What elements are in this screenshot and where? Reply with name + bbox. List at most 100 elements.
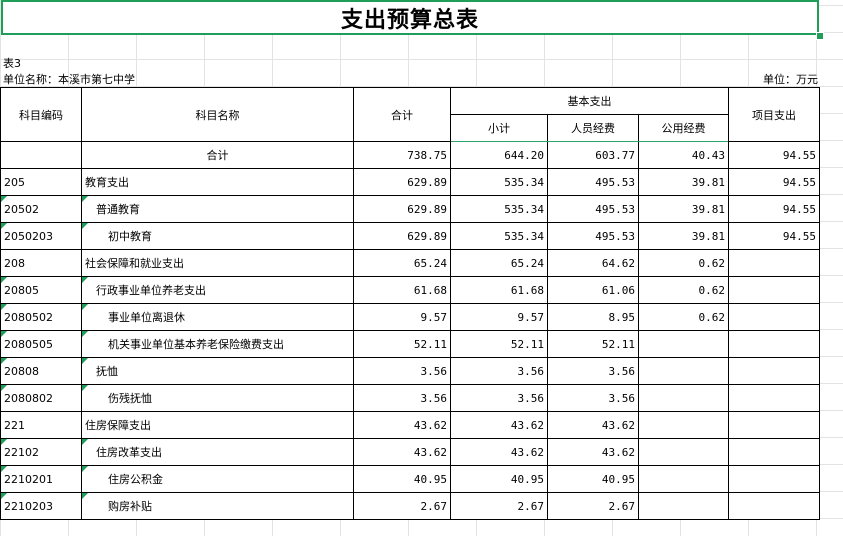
cell-personnel[interactable]: 603.77 — [547, 141, 639, 169]
cell-total[interactable]: 629.89 — [353, 168, 451, 196]
cell-public[interactable] — [638, 465, 729, 493]
cell-code[interactable]: 2080502 — [0, 303, 82, 331]
cell-subtotal[interactable]: 3.56 — [450, 357, 548, 385]
cell-personnel[interactable]: 40.95 — [547, 465, 639, 493]
cell-name[interactable]: 社会保障和就业支出 — [81, 249, 354, 277]
cell-subtotal[interactable]: 535.34 — [450, 195, 548, 223]
cell-total[interactable]: 9.57 — [353, 303, 451, 331]
cell-public[interactable] — [638, 330, 729, 358]
cell-code[interactable]: 205 — [0, 168, 82, 196]
cell-total[interactable]: 61.68 — [353, 276, 451, 304]
cell-code[interactable]: 2080505 — [0, 330, 82, 358]
cell-public[interactable] — [638, 411, 729, 439]
cell-code[interactable]: 2210203 — [0, 492, 82, 520]
cell-subtotal[interactable]: 535.34 — [450, 222, 548, 250]
cell-project[interactable] — [728, 384, 820, 412]
cell-code[interactable]: 2080802 — [0, 384, 82, 412]
cell-personnel[interactable]: 495.53 — [547, 168, 639, 196]
cell-personnel[interactable]: 495.53 — [547, 222, 639, 250]
cell-code[interactable]: 22102 — [0, 438, 82, 466]
cell-code[interactable]: 20502 — [0, 195, 82, 223]
cell-project[interactable] — [728, 357, 820, 385]
cell-name[interactable]: 住房公积金 — [81, 465, 354, 493]
cell-personnel[interactable]: 495.53 — [547, 195, 639, 223]
cell-project[interactable] — [728, 411, 820, 439]
cell-subtotal[interactable]: 644.20 — [450, 141, 548, 169]
cell-public[interactable]: 39.81 — [638, 168, 729, 196]
cell-name[interactable]: 合计 — [81, 141, 354, 169]
cell-project[interactable] — [728, 438, 820, 466]
cell-name[interactable]: 行政事业单位养老支出 — [81, 276, 354, 304]
cell-project[interactable]: 94.55 — [728, 168, 820, 196]
cell-name[interactable]: 机关事业单位基本养老保险缴费支出 — [81, 330, 354, 358]
cell-personnel[interactable]: 61.06 — [547, 276, 639, 304]
header-project-expense[interactable]: 项目支出 — [728, 87, 820, 142]
cell-subtotal[interactable]: 61.68 — [450, 276, 548, 304]
cell-personnel[interactable]: 8.95 — [547, 303, 639, 331]
cell-public[interactable]: 0.62 — [638, 303, 729, 331]
cell-total[interactable]: 738.75 — [353, 141, 451, 169]
cell-personnel[interactable]: 52.11 — [547, 330, 639, 358]
cell-public[interactable]: 40.43 — [638, 141, 729, 169]
cell-name[interactable]: 普通教育 — [81, 195, 354, 223]
cell-name[interactable]: 住房改革支出 — [81, 438, 354, 466]
cell-subtotal[interactable]: 65.24 — [450, 249, 548, 277]
cell-project[interactable]: 94.55 — [728, 141, 820, 169]
cell-total[interactable]: 629.89 — [353, 222, 451, 250]
cell-code[interactable]: 208 — [0, 249, 82, 277]
header-personnel-cost[interactable]: 人员经费 — [547, 114, 639, 142]
cell-personnel[interactable]: 43.62 — [547, 438, 639, 466]
cell-project[interactable] — [728, 276, 820, 304]
cell-project[interactable]: 94.55 — [728, 195, 820, 223]
cell-personnel[interactable]: 43.62 — [547, 411, 639, 439]
cell-project[interactable] — [728, 249, 820, 277]
cell-total[interactable]: 43.62 — [353, 438, 451, 466]
cell-public[interactable]: 39.81 — [638, 222, 729, 250]
cell-code[interactable]: 2210201 — [0, 465, 82, 493]
cell-name[interactable]: 事业单位离退休 — [81, 303, 354, 331]
header-subject-name[interactable]: 科目名称 — [81, 87, 354, 142]
cell-name[interactable]: 住房保障支出 — [81, 411, 354, 439]
cell-total[interactable]: 43.62 — [353, 411, 451, 439]
cell-project[interactable] — [728, 492, 820, 520]
cell-total[interactable]: 40.95 — [353, 465, 451, 493]
header-public-cost[interactable]: 公用经费 — [638, 114, 729, 142]
cell-name[interactable]: 购房补贴 — [81, 492, 354, 520]
cell-public[interactable] — [638, 492, 729, 520]
cell-subtotal[interactable]: 2.67 — [450, 492, 548, 520]
cell-personnel[interactable]: 3.56 — [547, 384, 639, 412]
cell-personnel[interactable]: 64.62 — [547, 249, 639, 277]
cell-subtotal[interactable]: 3.56 — [450, 384, 548, 412]
cell-personnel[interactable]: 2.67 — [547, 492, 639, 520]
cell-subtotal[interactable]: 40.95 — [450, 465, 548, 493]
cell-public[interactable] — [638, 438, 729, 466]
cell-name[interactable]: 教育支出 — [81, 168, 354, 196]
cell-name[interactable]: 初中教育 — [81, 222, 354, 250]
cell-project[interactable]: 94.55 — [728, 222, 820, 250]
sheet-title[interactable]: 支出预算总表 — [1, 0, 819, 35]
cell-code[interactable]: 2050203 — [0, 222, 82, 250]
header-total[interactable]: 合计 — [353, 87, 451, 142]
cell-project[interactable] — [728, 465, 820, 493]
cell-name[interactable]: 伤残抚恤 — [81, 384, 354, 412]
cell-code[interactable]: 20805 — [0, 276, 82, 304]
selection-fill-handle[interactable] — [816, 32, 824, 40]
cell-subtotal[interactable]: 52.11 — [450, 330, 548, 358]
header-basic-expense[interactable]: 基本支出 — [450, 87, 729, 115]
cell-total[interactable]: 3.56 — [353, 357, 451, 385]
cell-code[interactable]: 221 — [0, 411, 82, 439]
cell-total[interactable]: 2.67 — [353, 492, 451, 520]
cell-code[interactable] — [0, 141, 82, 169]
cell-public[interactable] — [638, 384, 729, 412]
cell-total[interactable]: 3.56 — [353, 384, 451, 412]
cell-public[interactable]: 0.62 — [638, 249, 729, 277]
cell-personnel[interactable]: 3.56 — [547, 357, 639, 385]
cell-name[interactable]: 抚恤 — [81, 357, 354, 385]
cell-public[interactable] — [638, 357, 729, 385]
cell-total[interactable]: 65.24 — [353, 249, 451, 277]
cell-public[interactable]: 39.81 — [638, 195, 729, 223]
cell-subtotal[interactable]: 43.62 — [450, 438, 548, 466]
cell-project[interactable] — [728, 303, 820, 331]
cell-total[interactable]: 52.11 — [353, 330, 451, 358]
cell-public[interactable]: 0.62 — [638, 276, 729, 304]
